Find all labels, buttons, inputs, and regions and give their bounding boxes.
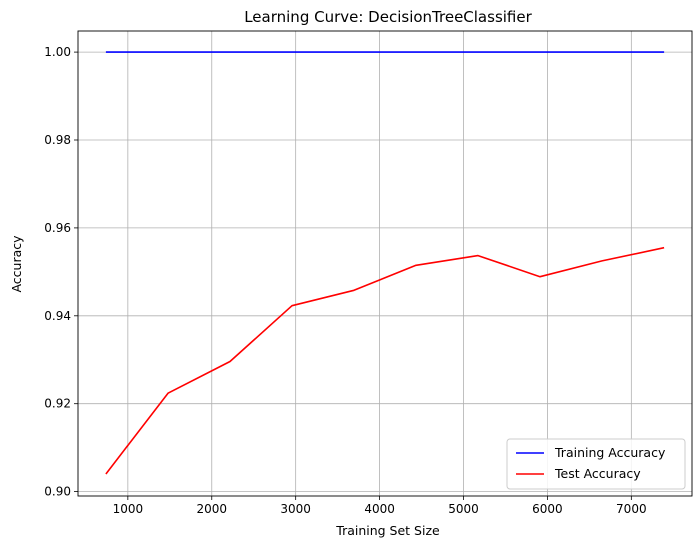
x-tick-label: 4000 [364,502,395,516]
axis-ticks: 1000 2000 3000 4000 5000 6000 7000 0.90 0.92 0.94… [44,45,646,516]
x-tick-label: 6000 [532,502,563,516]
y-tick-label: 0.94 [44,309,71,323]
x-tick-label: 2000 [196,502,227,516]
grid-lines [78,31,692,496]
x-tick-label: 5000 [448,502,479,516]
x-tick-label: 3000 [280,502,311,516]
y-tick-label: 1.00 [44,45,71,59]
y-tick-label: 0.96 [44,221,71,235]
test-accuracy-line [105,246,665,475]
legend: Training Accuracy Test Accuracy [506,438,686,490]
y-tick-label: 0.90 [44,485,71,499]
legend-label: Training Accuracy [554,445,666,460]
plot-area-frame [77,30,693,497]
y-axis-label: Accuracy [9,235,24,293]
chart-title: Learning Curve: DecisionTreeClassifier [244,8,532,26]
y-tick-label: 0.98 [44,133,71,147]
series-lines [105,51,665,475]
x-tick-label: 7000 [616,502,647,516]
legend-box [506,438,686,490]
legend-label: Test Accuracy [554,466,641,481]
x-axis-label: Training Set Size [335,523,440,538]
y-tick-label: 0.92 [44,397,71,411]
x-tick-label: 1000 [113,502,144,516]
